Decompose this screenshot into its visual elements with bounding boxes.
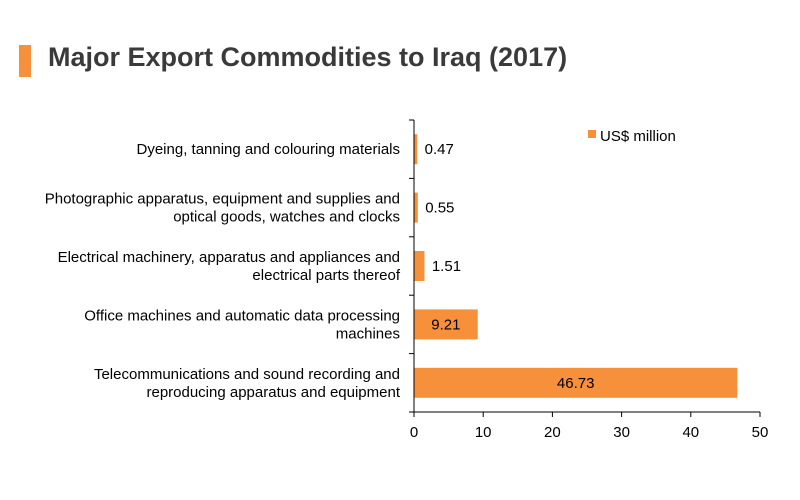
- bar-3: [414, 309, 478, 340]
- category-label-line: electrical parts thereof: [252, 267, 400, 284]
- category-label-line: Office machines and automatic data proce…: [84, 307, 400, 324]
- bars-group: [414, 134, 738, 398]
- category-label-2: Electrical machinery, apparatus and appl…: [58, 249, 401, 284]
- category-label-line: machines: [336, 325, 400, 342]
- x-tick-label: 30: [613, 424, 630, 441]
- category-label-3: Office machines and automatic data proce…: [84, 307, 400, 342]
- data-label-0: 0.47: [425, 141, 454, 158]
- x-tick-label: 20: [544, 424, 561, 441]
- page-title: Major Export Commodities to Iraq (2017): [48, 42, 568, 72]
- x-tick-label: 50: [752, 424, 769, 441]
- x-tick-label: 40: [682, 424, 699, 441]
- bar-1: [414, 192, 418, 223]
- data-label-1: 0.55: [425, 200, 454, 217]
- bar-2: [414, 251, 425, 281]
- category-label-line: Telecommunications and sound recording a…: [94, 366, 400, 383]
- legend-swatch: [588, 130, 596, 138]
- category-label-line: Electrical machinery, apparatus and appl…: [58, 249, 400, 266]
- data-labels-group: 0.47 0.55 1.51 9.21 46.73: [425, 141, 595, 392]
- category-label-line: Photographic apparatus, equipment and su…: [45, 191, 400, 208]
- bar-0: [414, 134, 418, 165]
- x-tick-label: 10: [475, 424, 492, 441]
- bar-4: [414, 367, 738, 398]
- category-label-1: Photographic apparatus, equipment and su…: [45, 191, 400, 226]
- category-labels-group: Dyeing, tanning and colouring materials P…: [45, 141, 401, 401]
- x-tick-label: 0: [410, 424, 418, 441]
- category-label-0: Dyeing, tanning and colouring materials: [137, 141, 401, 158]
- category-label-line: Dyeing, tanning and colouring materials: [137, 141, 401, 158]
- legend: US$ million: [588, 128, 676, 145]
- category-label-line: optical goods, watches and clocks: [173, 209, 400, 226]
- data-label-4: 46.73: [557, 375, 595, 392]
- category-label-4: Telecommunications and sound recording a…: [94, 366, 401, 401]
- data-label-2: 1.51: [432, 258, 461, 275]
- category-label-line: reproducing apparatus and equipment: [146, 384, 400, 401]
- data-label-3: 9.21: [431, 316, 460, 333]
- x-axis-group: 0 10 20 30 40 50: [409, 119, 769, 441]
- title-accent-bar: [19, 45, 31, 77]
- legend-label: US$ million: [600, 128, 676, 145]
